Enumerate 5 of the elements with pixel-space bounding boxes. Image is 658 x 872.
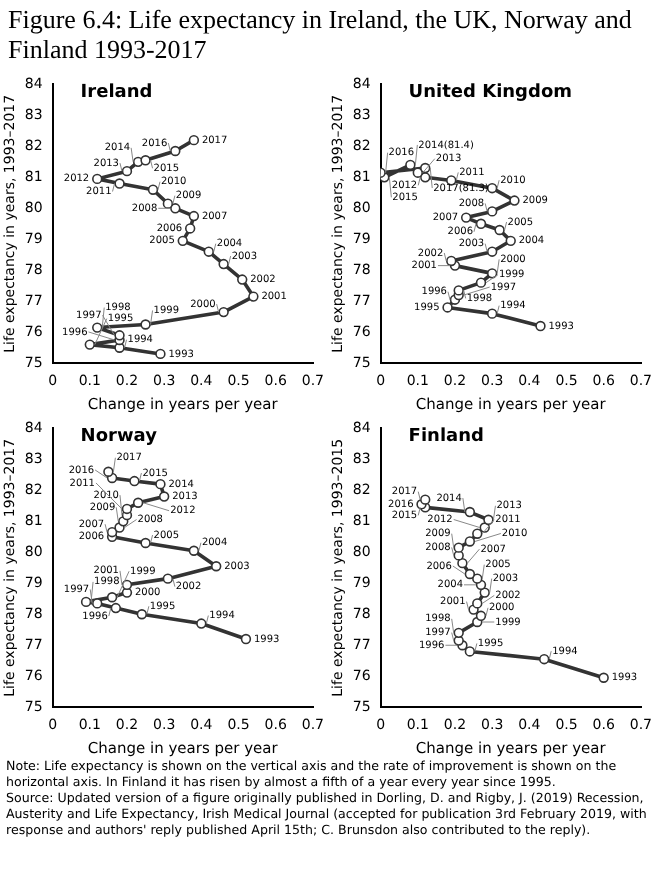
chart-title: United Kingdom [408, 83, 573, 104]
chart-title: Finland [408, 427, 484, 448]
chart-title: Norway [80, 427, 158, 448]
text: Figure 6.4: Life expectancy in Ireland, the UK, Norway and Finland 1993-2017 [6, 2, 634, 68]
chart-title: Ireland [80, 83, 153, 104]
